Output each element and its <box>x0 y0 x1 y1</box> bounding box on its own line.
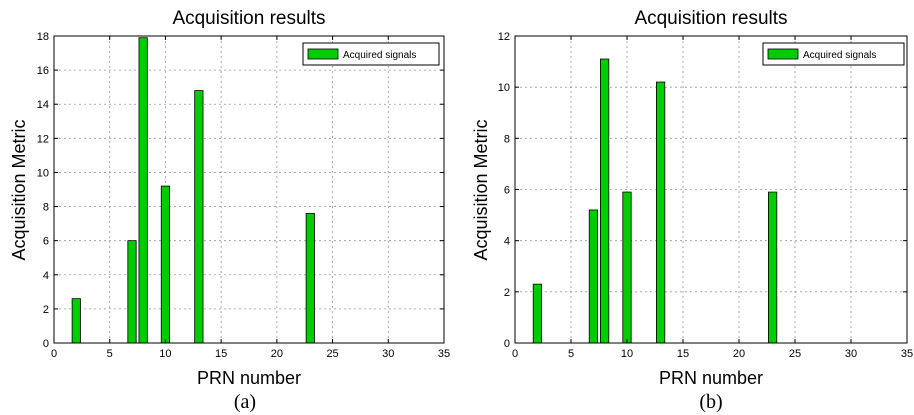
y-axis-label: Acquisition Metric <box>471 119 491 260</box>
bar-prn-23 <box>768 191 778 344</box>
y-tick-label: 6 <box>43 236 49 248</box>
y-tick-label: 4 <box>504 236 510 248</box>
legend-swatch <box>307 48 339 60</box>
y-tick-label: 8 <box>43 202 49 214</box>
x-tick-label: 30 <box>382 348 394 360</box>
x-tick-label: 15 <box>215 348 227 360</box>
y-tick-label: 0 <box>504 338 510 350</box>
x-tick-label: 25 <box>326 348 338 360</box>
y-tick-label: 0 <box>43 338 49 350</box>
x-tick-label: 10 <box>621 348 633 360</box>
legend-box <box>762 42 905 66</box>
panel-caption: (b) <box>699 391 722 413</box>
y-tick-label: 4 <box>43 270 49 282</box>
chart-title: Acquisition results <box>172 8 325 29</box>
x-tick-label: 35 <box>901 348 913 360</box>
x-tick-label: 5 <box>107 348 113 360</box>
y-tick-label: 12 <box>37 133 49 145</box>
x-axis-label: PRN number <box>659 368 763 388</box>
bar-prn-7 <box>588 209 599 344</box>
y-axis-label: Acquisition Metric <box>9 119 29 260</box>
bar-prn-13 <box>194 90 204 344</box>
x-tick-label: 20 <box>733 348 745 360</box>
chart-title: Acquisition results <box>634 8 787 29</box>
x-tick-label: 5 <box>568 348 574 360</box>
x-tick-label: 25 <box>789 348 801 360</box>
bar-prn-8 <box>600 58 610 344</box>
y-tick-label: 8 <box>504 133 510 145</box>
legend: Acquired signals <box>762 42 905 66</box>
bar-prn-2 <box>71 298 81 344</box>
bar-prn-7 <box>127 240 137 344</box>
bar-prn-8 <box>138 37 148 344</box>
plot-area <box>54 36 444 343</box>
panel-caption: (a) <box>234 391 256 413</box>
bar-prn-10 <box>160 185 171 344</box>
y-tick-label: 2 <box>43 304 49 316</box>
x-tick-label: 30 <box>845 348 857 360</box>
y-tick-label: 10 <box>498 82 510 94</box>
legend-swatch <box>767 48 799 60</box>
y-tick-label: 10 <box>37 167 49 179</box>
x-tick-label: 35 <box>438 348 450 360</box>
x-tick-label: 0 <box>512 348 518 360</box>
legend-label: Acquired signals <box>803 50 876 61</box>
axes-frame <box>53 35 445 344</box>
bar-prn-10 <box>622 191 632 344</box>
x-tick-label: 0 <box>51 348 57 360</box>
x-tick-label: 20 <box>271 348 283 360</box>
bar-prn-2 <box>532 283 543 344</box>
legend-box <box>302 42 440 66</box>
legend-label: Acquired signals <box>343 50 416 61</box>
y-tick-label: 14 <box>37 99 49 111</box>
x-tick-label: 10 <box>159 348 171 360</box>
bar-prn-13 <box>656 81 666 344</box>
y-tick-label: 2 <box>504 287 510 299</box>
x-axis-label: PRN number <box>197 368 301 388</box>
y-tick-label: 12 <box>498 31 510 43</box>
chart-panel-a: 0 5 10 15 20 25 30 35 0 2 4 6 8 10 12 14 16 18 Acquisition… <box>9 8 450 413</box>
y-tick-label: 18 <box>37 31 49 43</box>
y-tick-label: 16 <box>37 65 49 77</box>
bar-prn-23 <box>305 212 315 344</box>
legend: Acquired signals <box>302 42 440 66</box>
y-tick-label: 6 <box>504 185 510 197</box>
chart-panel-b: 0 5 10 15 20 25 30 35 0 2 4 6 8 10 12 Acquisition resul… <box>471 8 913 413</box>
x-tick-label: 15 <box>677 348 689 360</box>
